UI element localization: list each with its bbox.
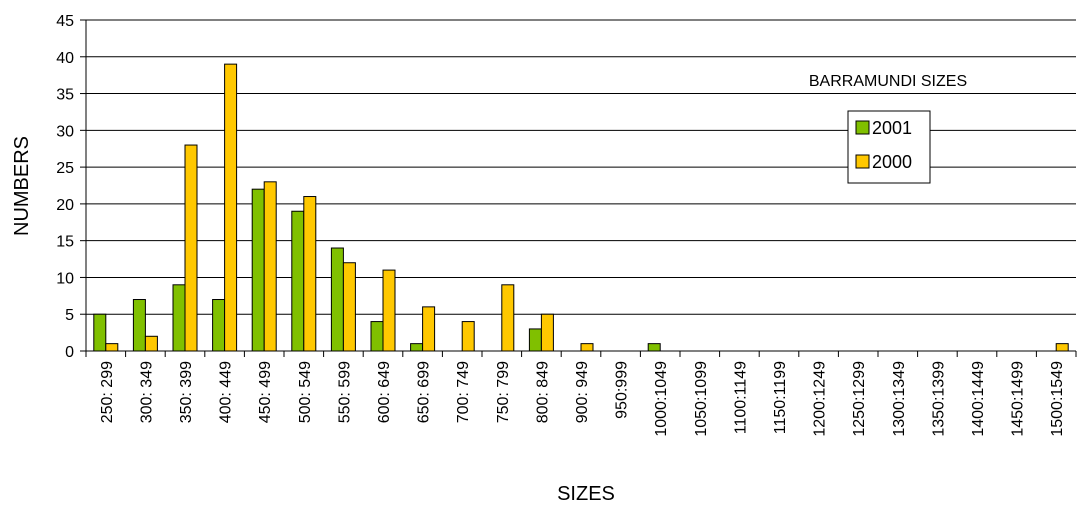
x-tick-label: 1350:1399 [930,361,947,437]
x-tick-label: 700: 749 [455,361,472,423]
x-tick-label: 450: 499 [257,361,274,423]
legend: 2001 2000 [847,110,931,184]
x-tick-label: 250: 299 [99,361,116,423]
x-tick-label: 400: 449 [218,361,235,423]
y-tick-label: 10 [56,270,74,287]
x-tick-label: 1100:1149 [732,361,749,434]
bar-2001 [251,188,265,352]
bar-2000 [382,269,396,352]
x-tick-label: 1250:1299 [851,361,868,437]
chart-annotation: BARRAMUNDI SIZES [809,73,967,90]
x-tick-label: 550: 599 [336,361,353,423]
bar-2001 [291,210,305,352]
x-tick-label: 1200:1249 [812,361,829,437]
bar-2001 [330,247,344,352]
x-tick-label: 950:999 [614,361,631,419]
bar-2000 [303,196,317,352]
bar-2000 [342,262,356,352]
bar-2001 [172,284,186,352]
bar-2000 [263,181,277,352]
bar-2001 [647,343,661,352]
y-tick-labels: 0 5 10 15 20 25 30 35 40 45 [56,13,74,361]
grid-lines [86,19,1076,315]
axes [80,19,1077,357]
x-tick-label: 300: 349 [138,361,155,423]
y-tick-label: 35 [56,87,74,104]
x-tick-label: 600: 649 [376,361,393,423]
bar-2001 [528,328,542,352]
y-tick-label: 25 [56,160,74,177]
x-tick-label: 650: 699 [416,361,433,423]
x-tick-labels: 250: 299 300: 349 350: 399 400: 449 450: 499… [99,361,1066,437]
x-tick-label: 350: 399 [178,361,195,423]
x-tick-label: 1500:1549 [1049,361,1066,437]
x-tick-label: 1150:1199 [772,361,789,434]
bar-2001 [132,299,146,352]
y-tick-label: 20 [56,197,74,214]
bar-2001 [370,321,384,352]
x-tick-label: 1050:1099 [693,361,710,437]
bar-2000 [461,321,475,352]
x-tick-label: 1400:1449 [970,361,987,437]
bar-2001 [410,343,424,352]
bar-2000 [184,144,198,352]
bar-2000 [540,313,554,352]
legend-swatch-2001 [855,120,870,135]
bar-2001 [212,299,226,352]
bar-2000 [105,343,119,352]
y-axis-title: NUMBERS [11,136,33,236]
bars [93,63,1069,352]
bar-2000 [144,335,158,352]
x-tick-label: 900: 949 [574,361,591,423]
y-tick-label: 45 [56,13,74,30]
y-tick-label: 30 [56,123,74,140]
legend-label-2000: 2000 [872,152,912,172]
bar-2000 [422,306,436,352]
y-tick-label: 40 [56,50,74,67]
x-tick-label: 800: 849 [534,361,551,423]
x-tick-label: 1300:1349 [891,361,908,437]
bar-2001 [93,313,107,352]
y-tick-label: 5 [65,307,74,324]
y-tick-label: 0 [65,344,74,361]
bar-2000 [1055,343,1069,352]
x-tick-label: 750: 799 [495,361,512,423]
legend-label-2001: 2001 [872,118,912,138]
x-axis-title: SIZES [557,483,615,505]
bar-2000 [580,343,594,352]
y-tick-label: 15 [56,234,74,251]
bar-2000 [501,284,515,352]
x-tick-label: 500: 549 [297,361,314,423]
x-tick-label: 1000:1049 [653,361,670,437]
x-tick-label: 1450:1499 [1010,361,1027,437]
legend-swatch-2000 [855,154,870,169]
bar-2000 [224,63,238,352]
